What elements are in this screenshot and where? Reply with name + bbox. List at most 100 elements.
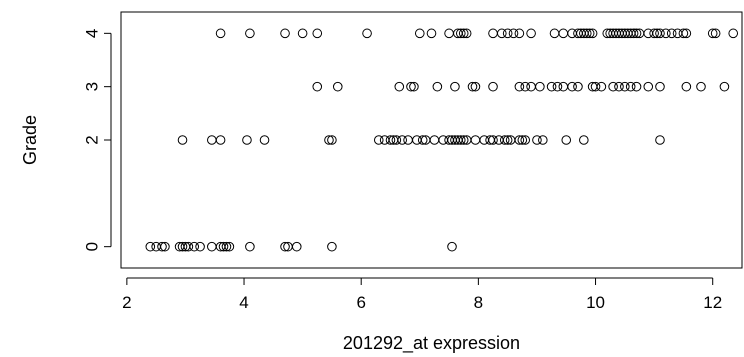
data-point — [245, 241, 255, 252]
data-point — [497, 28, 507, 39]
data-point — [414, 28, 425, 39]
data-point — [373, 135, 384, 145]
data-point — [488, 28, 498, 39]
data-point — [526, 28, 536, 39]
data-point — [455, 135, 466, 145]
data-point — [157, 241, 167, 252]
data-point — [291, 241, 302, 252]
y-axis-title: Grade — [20, 115, 40, 165]
data-point — [625, 81, 636, 92]
data-point — [561, 135, 572, 145]
data-point — [406, 81, 416, 92]
data-point — [432, 81, 443, 92]
data-point — [429, 135, 440, 145]
data-point — [426, 28, 437, 39]
data-point — [514, 135, 525, 145]
data-point — [177, 241, 188, 252]
data-point — [628, 28, 639, 39]
data-points — [145, 28, 739, 252]
data-point — [467, 81, 478, 92]
data-point — [552, 81, 563, 92]
data-point — [189, 241, 200, 252]
data-point — [488, 135, 498, 145]
data-point — [177, 135, 188, 145]
data-point — [558, 28, 569, 39]
data-point — [458, 135, 469, 145]
data-point — [608, 81, 618, 92]
data-point — [526, 81, 536, 92]
data-point — [614, 81, 624, 92]
data-point — [587, 28, 598, 39]
data-point — [245, 28, 255, 39]
data-point — [631, 28, 642, 39]
data-point — [532, 135, 542, 145]
data-point — [417, 135, 428, 145]
data-point — [160, 241, 170, 252]
data-point — [327, 135, 337, 145]
data-point — [707, 28, 718, 39]
data-point — [221, 241, 232, 252]
data-point — [728, 28, 739, 39]
y-tick-label: 4 — [83, 29, 102, 38]
data-point — [207, 241, 217, 252]
data-point — [661, 28, 671, 39]
data-point — [447, 241, 457, 252]
plot-area — [120, 11, 743, 269]
data-point — [535, 81, 545, 92]
data-point — [362, 28, 372, 39]
data-point — [403, 135, 413, 145]
data-point — [590, 81, 601, 92]
data-point — [332, 81, 343, 92]
data-point — [508, 28, 519, 39]
data-point — [546, 81, 557, 92]
data-point — [538, 135, 548, 145]
x-tick-label: 10 — [586, 293, 605, 312]
data-point — [183, 241, 194, 252]
data-point — [324, 135, 334, 145]
data-point — [581, 28, 592, 39]
y-tick-label: 0 — [83, 242, 102, 251]
data-point — [394, 81, 405, 92]
data-point — [312, 81, 323, 92]
data-point — [649, 28, 659, 39]
data-point — [655, 81, 665, 92]
data-point — [242, 135, 252, 145]
data-point — [558, 81, 569, 92]
y-tick-label: 2 — [83, 135, 102, 144]
data-point — [207, 135, 217, 145]
x-axis: 2 4 6 8 10 12 — [122, 277, 722, 312]
data-point — [488, 81, 498, 92]
data-point — [218, 241, 229, 252]
data-point — [458, 28, 469, 39]
data-point — [620, 81, 630, 92]
data-point — [224, 241, 235, 252]
x-axis-title: 201292_at expression — [343, 333, 520, 354]
data-point — [461, 28, 472, 39]
y-axis: 0 2 3 4 — [83, 29, 112, 251]
data-point — [666, 28, 677, 39]
data-point — [502, 28, 513, 39]
data-point — [391, 135, 402, 145]
data-point — [455, 28, 466, 39]
data-point — [215, 135, 226, 145]
data-point — [327, 241, 337, 252]
data-point — [195, 241, 205, 252]
data-point — [444, 28, 454, 39]
data-point — [514, 28, 525, 39]
data-point — [499, 135, 510, 145]
data-point — [280, 28, 290, 39]
data-point — [573, 81, 583, 92]
data-point — [681, 81, 692, 92]
x-tick-label: 2 — [122, 293, 131, 312]
data-point — [397, 135, 408, 145]
data-point — [470, 81, 481, 92]
data-point — [655, 135, 665, 145]
data-point — [584, 28, 595, 39]
data-point — [678, 28, 689, 39]
data-point — [259, 135, 270, 145]
data-point — [549, 28, 560, 39]
data-point — [517, 135, 528, 145]
data-point — [502, 135, 513, 145]
data-point — [312, 28, 323, 39]
data-point — [631, 81, 642, 92]
